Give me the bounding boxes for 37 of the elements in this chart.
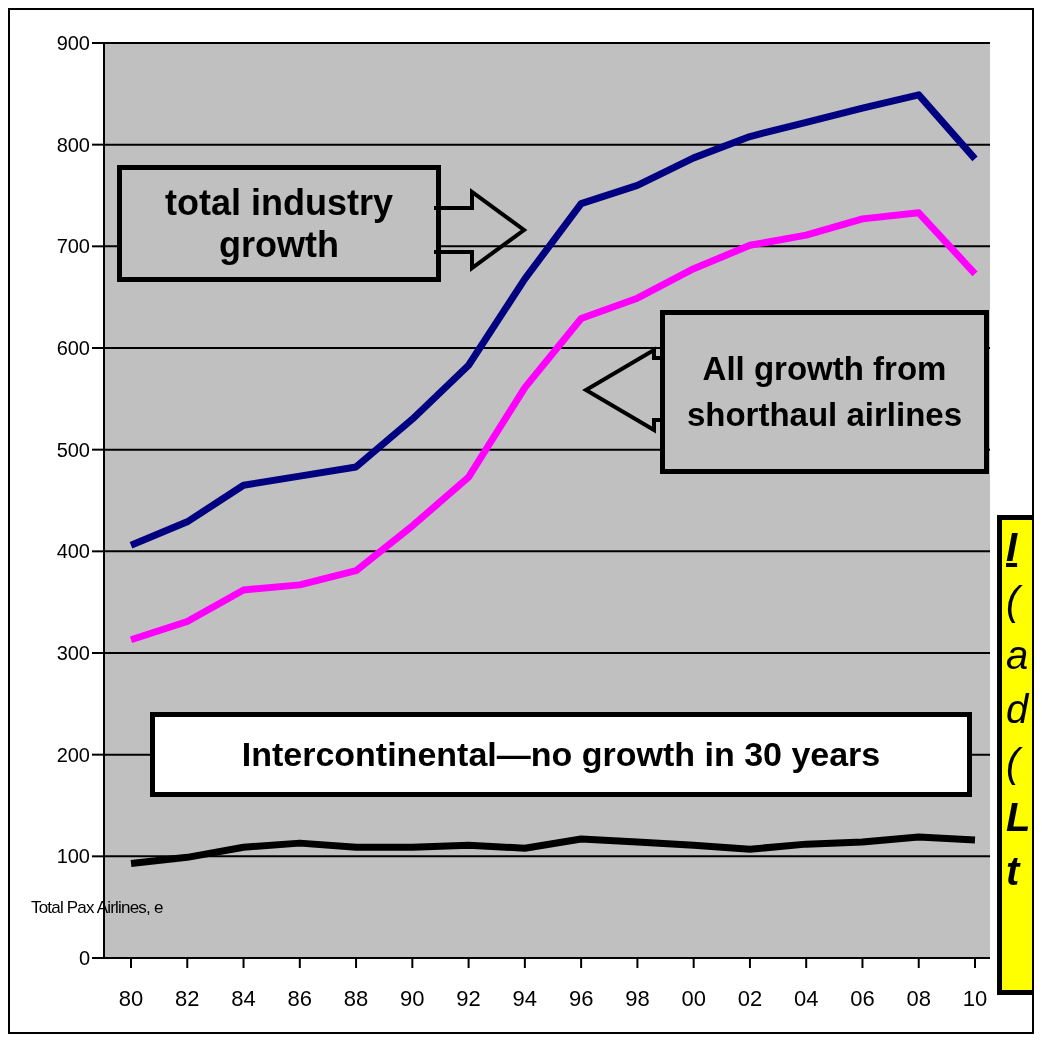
x-tick-label: 98 xyxy=(625,985,650,1011)
text: a xyxy=(1006,632,1030,679)
x-tick-label: 08 xyxy=(906,985,931,1011)
x-tick-label: 06 xyxy=(850,985,875,1011)
y-tick-label: 600 xyxy=(56,337,90,360)
label-box: All growth from shorthaul airlines xyxy=(660,310,989,474)
y-tick-label: 900 xyxy=(56,32,90,55)
text: ( xyxy=(1006,578,1024,625)
x-tick-label: 80 xyxy=(118,985,144,1011)
text: I xyxy=(1006,524,1019,571)
y-tick-label: 800 xyxy=(56,133,90,156)
y-tick-label: 500 xyxy=(56,438,90,461)
x-tick-label: 94 xyxy=(512,985,538,1011)
y-tick-label: 400 xyxy=(56,540,90,563)
y-tick-label: 300 xyxy=(56,642,90,665)
x-tick-label: 90 xyxy=(400,985,425,1011)
text: t xyxy=(1006,848,1022,895)
text: ( xyxy=(1006,740,1024,787)
x-tick-label: 82 xyxy=(175,985,200,1011)
x-tick-label: 02 xyxy=(737,985,763,1011)
y-tick-label: 0 xyxy=(78,947,90,970)
text: d xyxy=(1006,686,1031,733)
label-box: Intercontinental—no growth in 30 years xyxy=(150,712,972,797)
x-tick-label: 88 xyxy=(343,985,369,1011)
x-tick-label: 84 xyxy=(231,985,256,1011)
label-box: total industry growth xyxy=(117,165,441,282)
x-tick-label: 92 xyxy=(456,985,481,1011)
y-tick-label: 100 xyxy=(56,845,90,868)
x-tick-label: 00 xyxy=(681,985,706,1011)
x-tick-label: 86 xyxy=(287,985,313,1011)
annotation: All growth from shorthaul airlines xyxy=(685,349,964,435)
x-tick-label: 04 xyxy=(793,985,819,1011)
y-tick-label: 200 xyxy=(56,743,90,766)
y-tick-label: 700 xyxy=(56,235,90,258)
text: L xyxy=(1006,794,1032,841)
x-tick-label: 10 xyxy=(962,985,988,1011)
x-tick-label: 96 xyxy=(568,985,594,1011)
